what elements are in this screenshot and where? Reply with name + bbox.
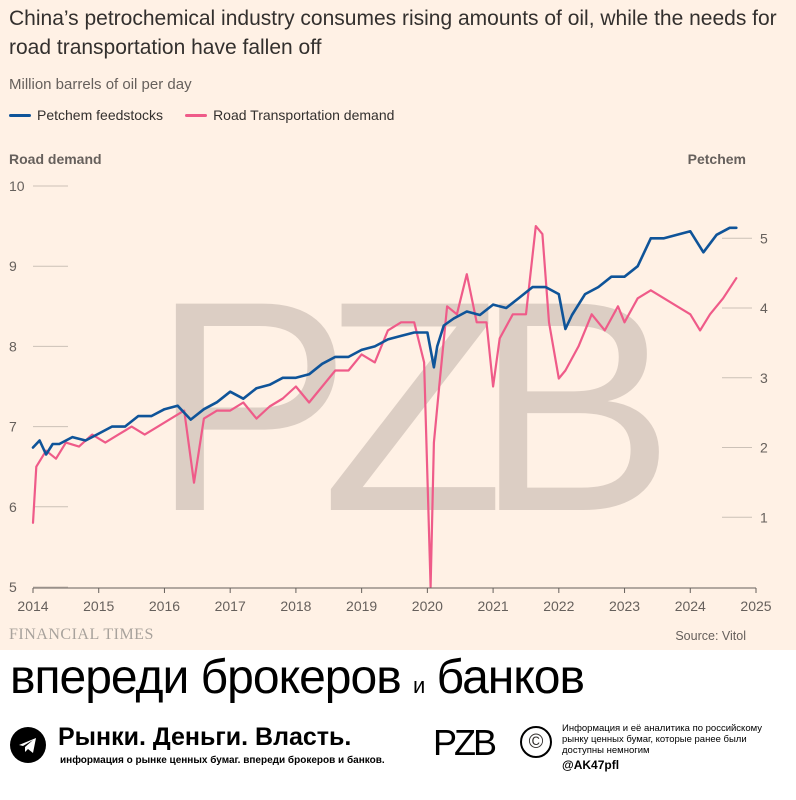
brand-info: Информация и её аналитика по российскому… <box>562 723 762 756</box>
left-tick-label: 5 <box>9 579 17 595</box>
left-tick-label: 7 <box>9 419 17 435</box>
x-tick-label: 2024 <box>675 598 706 614</box>
watermark-logo: PZB <box>151 238 692 574</box>
series-line-petchem <box>31 226 738 456</box>
left-tick-label: 10 <box>9 178 25 194</box>
series-lines <box>31 225 738 589</box>
promo-banner <box>0 650 796 800</box>
x-tick-label: 2020 <box>412 598 443 614</box>
x-tick-label: 2015 <box>83 598 114 614</box>
right-tick-label: 2 <box>760 440 768 456</box>
right-tick-label: 1 <box>760 509 768 525</box>
watermark-text: PZB <box>151 238 662 574</box>
chart-canvas: PZB 10 9 8 7 6 5 5 4 3 2 1 2014 2015 2016 2017 2018 2019… <box>9 178 772 614</box>
left-tick-label: 6 <box>9 499 17 515</box>
copyright-icon: © <box>520 726 552 758</box>
legend-swatch-road <box>185 113 208 117</box>
left-tick-label: 9 <box>9 258 17 274</box>
series-line-road <box>31 225 738 589</box>
x-tick-label: 2025 <box>740 598 771 614</box>
left-tick-label: 8 <box>9 338 17 354</box>
left-axis-title: Road demand <box>9 151 102 167</box>
telegram-icon[interactable] <box>10 727 46 763</box>
brand-handle[interactable]: @AK47pfl <box>562 758 620 772</box>
x-tick-label: 2022 <box>543 598 574 614</box>
x-tick-label: 2014 <box>17 598 48 614</box>
x-tick-label: 2019 <box>346 598 377 614</box>
x-tick-label: 2021 <box>478 598 509 614</box>
x-tick-label: 2018 <box>280 598 311 614</box>
x-tick-label: 2016 <box>149 598 180 614</box>
slogan-part1: впереди брокеров <box>10 651 402 704</box>
source-note: Source: Vitol <box>675 629 746 643</box>
chart-subtitle: Million barrels of oil per day <box>9 76 192 93</box>
ft-logo: FINANCIAL TIMES <box>9 626 154 643</box>
right-tick-label: 5 <box>760 230 768 246</box>
legend: Petchem feedstocks Road Transportation d… <box>9 107 394 123</box>
brand-name: Рынки. Деньги. Власть. <box>58 723 352 751</box>
brand-tagline: информация о рынке ценных бумаг. впереди… <box>60 755 385 766</box>
legend-swatch-petchem <box>9 113 31 117</box>
legend-label-petchem: Petchem feedstocks <box>37 107 164 123</box>
x-tick-label: 2023 <box>609 598 640 614</box>
promo-slogan: впереди брокеров и банков <box>10 650 585 714</box>
legend-label-road: Road Transportation demand <box>213 107 395 123</box>
slogan-and: и <box>413 673 425 698</box>
chart-title: China’s petrochemical industry consumes … <box>9 7 777 59</box>
legend-item-petchem: Petchem feedstocks <box>9 107 163 123</box>
x-tick-label: 2017 <box>215 598 246 614</box>
legend-item-road: Road Transportation demand <box>185 107 394 123</box>
right-tick-label: 4 <box>760 300 768 316</box>
axes: 10 9 8 7 6 5 5 4 3 2 1 2014 2015 2016 2017 2018 2019 2020… <box>9 178 772 614</box>
brand-logo: PZB <box>433 722 497 763</box>
grid-lines <box>33 185 752 588</box>
slogan-part2: банков <box>436 651 585 704</box>
right-tick-label: 3 <box>760 370 768 386</box>
right-axis-title: Petchem <box>687 151 746 167</box>
